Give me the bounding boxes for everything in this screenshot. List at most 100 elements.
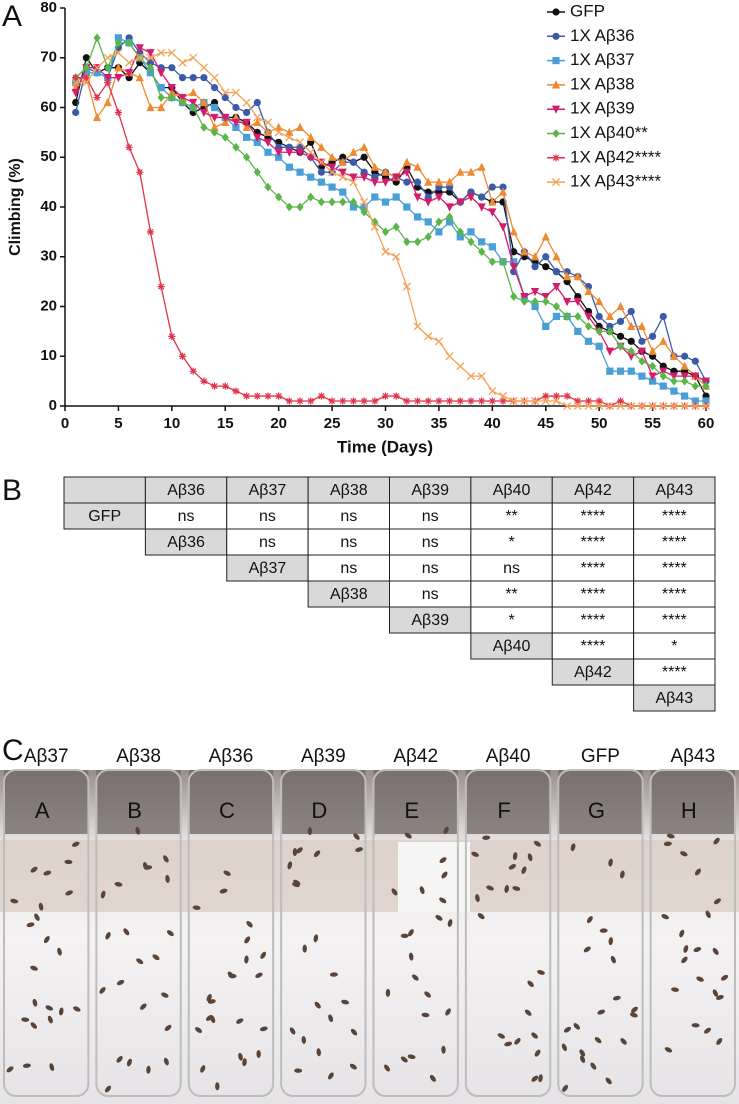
x-tick-label: 15 xyxy=(217,415,234,432)
fly xyxy=(580,1055,586,1063)
marker xyxy=(103,74,112,83)
marker xyxy=(114,108,123,117)
header-label: Aβ42 xyxy=(574,482,612,499)
marker xyxy=(488,197,497,206)
marker xyxy=(253,113,262,122)
marker xyxy=(446,212,454,222)
marker xyxy=(92,112,102,122)
fly xyxy=(292,882,300,888)
x-tick-label: 0 xyxy=(61,415,69,432)
fly xyxy=(205,1014,213,1021)
tube-letter: E xyxy=(404,798,419,823)
marker xyxy=(402,282,411,291)
fly xyxy=(58,1007,64,1016)
marker xyxy=(498,391,508,401)
marker xyxy=(531,302,539,311)
marker xyxy=(178,98,187,107)
marker xyxy=(168,64,176,72)
cell-text: * xyxy=(508,612,514,629)
fly xyxy=(328,1014,334,1023)
marker xyxy=(371,193,379,201)
x-tick-label: 45 xyxy=(537,415,554,432)
tube-cap xyxy=(96,770,181,834)
fly xyxy=(287,861,293,870)
cell-text: **** xyxy=(662,612,687,629)
fly xyxy=(215,1082,220,1091)
marker xyxy=(702,397,710,405)
tube-label: Aβ36 xyxy=(209,746,254,767)
marker xyxy=(200,123,208,132)
legend-label: GFP xyxy=(570,1,605,20)
cell-text: ns xyxy=(340,560,357,577)
tube xyxy=(464,769,552,1097)
tube-cap xyxy=(650,770,735,834)
marker xyxy=(296,168,304,176)
table-cell xyxy=(633,580,716,608)
marker xyxy=(125,143,133,151)
fly xyxy=(419,886,425,895)
fly xyxy=(355,847,363,852)
marker xyxy=(200,377,208,385)
marker xyxy=(274,122,283,131)
y-tick-label: 50 xyxy=(40,148,57,165)
marker xyxy=(199,97,208,107)
marker xyxy=(189,87,198,97)
marker xyxy=(691,381,699,391)
marker xyxy=(392,173,401,182)
fly xyxy=(314,1001,321,1009)
marker xyxy=(648,332,657,340)
marker xyxy=(509,227,518,236)
fly xyxy=(116,1056,123,1063)
fly xyxy=(57,947,62,956)
marker xyxy=(637,347,646,356)
marker xyxy=(574,397,582,405)
tube xyxy=(280,769,367,1097)
marker xyxy=(338,157,347,166)
marker xyxy=(135,73,144,82)
marker xyxy=(595,296,604,306)
x-tick-label: 60 xyxy=(698,415,715,432)
fly xyxy=(353,833,360,840)
series-line xyxy=(75,77,706,407)
marker xyxy=(488,183,496,191)
tube-label: Aβ43 xyxy=(670,746,715,767)
cell-text: ns xyxy=(422,560,439,577)
cell-text: ns xyxy=(259,534,276,551)
marker xyxy=(584,286,593,296)
marker xyxy=(424,177,433,186)
table-cell xyxy=(551,606,635,634)
marker xyxy=(584,337,593,345)
cell-text: ns xyxy=(340,534,357,551)
marker xyxy=(627,307,635,316)
fly xyxy=(192,905,201,910)
marker xyxy=(221,93,229,102)
fly xyxy=(166,930,174,937)
marker xyxy=(563,297,572,307)
marker xyxy=(563,272,572,281)
marker xyxy=(339,197,347,207)
marker xyxy=(424,198,433,207)
marker xyxy=(306,148,315,157)
header-label: Aβ43 xyxy=(655,482,693,499)
marker xyxy=(189,53,198,62)
marker xyxy=(210,84,219,92)
marker xyxy=(478,193,486,201)
marker xyxy=(530,287,540,297)
marker xyxy=(189,98,198,108)
marker xyxy=(531,297,539,306)
marker xyxy=(136,168,144,176)
marker xyxy=(104,63,112,73)
table-cell xyxy=(633,502,716,530)
fly xyxy=(400,933,409,939)
marker xyxy=(659,336,668,345)
fly xyxy=(244,936,251,944)
header-cell xyxy=(63,502,146,530)
header-cell xyxy=(226,476,309,504)
marker xyxy=(295,148,305,157)
fly xyxy=(146,1065,151,1074)
fly xyxy=(26,922,35,928)
marker xyxy=(275,192,283,202)
tube xyxy=(372,769,459,1097)
marker xyxy=(488,243,496,251)
marker xyxy=(285,202,293,212)
